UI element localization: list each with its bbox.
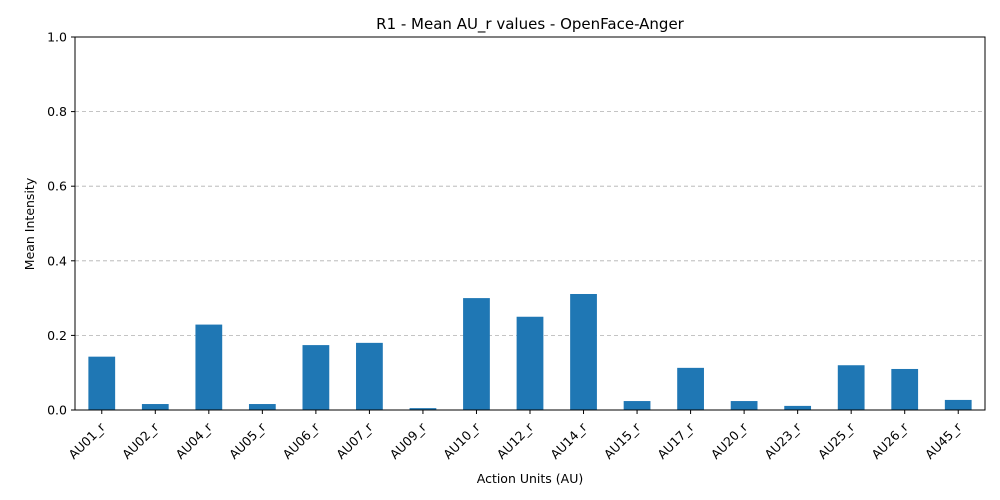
y-tick-label: 0.6	[47, 179, 67, 194]
y-axis: 0.0 0.2 0.4 0.6 0.8 1.0	[47, 30, 75, 418]
bar-au06-r	[303, 345, 330, 410]
bar-au26-r	[891, 369, 918, 410]
x-tick-label: AU26_r	[868, 419, 911, 462]
bar-au04-r	[195, 325, 222, 410]
y-tick-label: 0.8	[47, 104, 67, 119]
bar-au17-r	[677, 368, 704, 410]
x-tick-label: AU04_r	[173, 419, 216, 462]
y-tick-label: 1.0	[47, 30, 67, 45]
bar-au23-r	[784, 406, 811, 410]
bar-au45-r	[945, 400, 972, 410]
x-tick-label: AU02_r	[119, 419, 162, 462]
x-tick-label: AU06_r	[280, 419, 323, 462]
x-axis-label: Action Units (AU)	[477, 471, 584, 486]
bar-au12-r	[517, 317, 544, 410]
x-tick-label: AU09_r	[387, 419, 430, 462]
bars-group	[88, 294, 971, 410]
x-tick-label: AU01_r	[65, 419, 108, 462]
grid-lines	[75, 112, 985, 336]
bar-au20-r	[731, 401, 758, 410]
x-tick-label: AU12_r	[494, 419, 537, 462]
bar-au15-r	[624, 401, 651, 410]
x-tick-label: AU23_r	[761, 419, 804, 462]
x-tick-label: AU15_r	[601, 419, 644, 462]
x-tick-label: AU45_r	[922, 419, 965, 462]
x-tick-label: AU14_r	[547, 419, 590, 462]
y-tick-label: 0.0	[47, 403, 67, 418]
y-axis-label: Mean Intensity	[22, 177, 37, 270]
bar-au05-r	[249, 404, 276, 410]
y-tick-label: 0.4	[47, 253, 67, 268]
x-tick-label: AU17_r	[654, 419, 697, 462]
bar-au07-r	[356, 343, 383, 410]
x-axis: AU01_r AU02_r AU04_r AU05_r AU06_r AU07_r AU09…	[65, 410, 965, 462]
bar-au01-r	[88, 357, 115, 410]
x-tick-label: AU05_r	[226, 419, 269, 462]
x-tick-label: AU10_r	[440, 419, 483, 462]
bar-au25-r	[838, 365, 865, 410]
y-tick-label: 0.2	[47, 328, 67, 343]
bar-au10-r	[463, 298, 490, 410]
x-tick-label: AU25_r	[815, 419, 858, 462]
x-tick-label: AU07_r	[333, 419, 376, 462]
x-tick-label: AU20_r	[708, 419, 751, 462]
bar-au14-r	[570, 294, 597, 410]
bar-au02-r	[142, 404, 169, 410]
chart-title: R1 - Mean AU_r values - OpenFace-Anger	[376, 15, 685, 34]
